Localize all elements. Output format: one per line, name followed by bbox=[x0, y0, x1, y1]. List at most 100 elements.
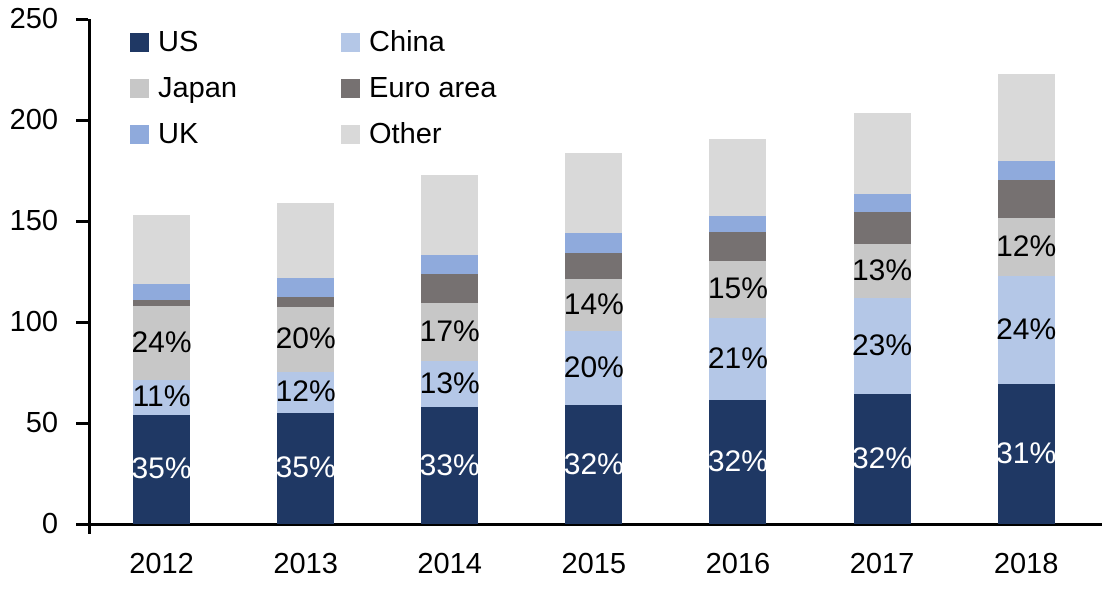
bar-value-label: 15% bbox=[707, 272, 768, 306]
legend-item-euro-area: Euro area bbox=[341, 74, 496, 103]
bar-segment-other-2018 bbox=[997, 73, 1055, 161]
bar-value-label: 24% bbox=[996, 312, 1057, 346]
bar-segment-uk-2014 bbox=[421, 254, 479, 274]
x-axis-line bbox=[77, 523, 1102, 526]
y-tick-label: 250 bbox=[9, 3, 58, 35]
bar-segment-japan-2015: 14% bbox=[563, 279, 624, 332]
bar-segment-us-2018: 31% bbox=[996, 384, 1057, 524]
bar-value-label: 33% bbox=[419, 448, 480, 482]
bar-segment-us-2016: 32% bbox=[707, 399, 768, 524]
y-tick-mark bbox=[76, 422, 88, 425]
bar-segment-euro-area-2014 bbox=[421, 273, 479, 303]
bar-value-label: 11% bbox=[132, 380, 191, 414]
bar-segment-japan-2018: 12% bbox=[996, 217, 1057, 276]
bar-segment-uk-2012 bbox=[133, 283, 190, 300]
legend-label-china: China bbox=[369, 26, 445, 58]
bar-segment-china-2012: 11% bbox=[132, 379, 191, 415]
legend-item-japan: Japan bbox=[130, 74, 237, 103]
legend-item-other: Other bbox=[341, 120, 442, 149]
bar-value-label: 24% bbox=[131, 325, 192, 359]
bar-segment-us-2014: 33% bbox=[419, 407, 480, 524]
bar-segment-us-2015: 32% bbox=[563, 405, 624, 524]
bar-segment-us-2013: 35% bbox=[275, 412, 336, 524]
bar-segment-other-2013 bbox=[277, 202, 335, 278]
bar-value-label: 12% bbox=[996, 229, 1057, 263]
bar-value-label: 20% bbox=[275, 322, 336, 356]
bar-segment-other-2017 bbox=[853, 113, 911, 195]
y-tick-label: 150 bbox=[9, 205, 58, 237]
bar-segment-uk-2013 bbox=[277, 277, 335, 297]
x-tick-label-2012: 2012 bbox=[129, 548, 194, 580]
y-tick-mark bbox=[76, 321, 88, 324]
bar-segment-japan-2013: 20% bbox=[275, 306, 336, 372]
y-tick-label: 50 bbox=[25, 407, 58, 439]
legend-swatch-china bbox=[341, 33, 360, 52]
bar-segment-euro-area-2012 bbox=[133, 299, 190, 307]
bar-value-label: 13% bbox=[851, 253, 913, 287]
bar-segment-japan-2017: 13% bbox=[851, 244, 913, 298]
legend-item-us: US bbox=[130, 28, 198, 57]
legend-swatch-japan bbox=[130, 79, 149, 98]
bar-segment-china-2015: 20% bbox=[563, 331, 624, 405]
bar-value-label: 13% bbox=[419, 367, 480, 400]
legend-swatch-uk bbox=[130, 125, 149, 144]
bar-value-label: 35% bbox=[131, 452, 192, 486]
y-tick-mark bbox=[76, 18, 88, 21]
bar-value-label: 17% bbox=[419, 314, 480, 348]
y-tick-label: 100 bbox=[9, 306, 58, 338]
bar-segment-uk-2017 bbox=[853, 194, 911, 213]
bar-segment-other-2015 bbox=[565, 153, 623, 234]
bar-segment-us-2012: 35% bbox=[131, 414, 192, 524]
bar-value-label: 20% bbox=[563, 351, 624, 385]
y-tick-label: 0 bbox=[41, 508, 58, 540]
bar-segment-euro-area-2018 bbox=[997, 179, 1055, 218]
bar-segment-us-2017: 32% bbox=[851, 393, 913, 524]
bar-segment-japan-2014: 17% bbox=[419, 303, 480, 361]
x-origin-tick bbox=[88, 524, 91, 534]
bar-segment-china-2017: 23% bbox=[851, 297, 913, 394]
bar-value-label: 32% bbox=[563, 447, 624, 481]
bar-value-label: 12% bbox=[275, 375, 336, 409]
x-tick-label-2015: 2015 bbox=[561, 548, 627, 580]
bar-segment-euro-area-2016 bbox=[709, 231, 767, 261]
legend-item-china: China bbox=[341, 28, 445, 57]
bar-value-label: 32% bbox=[851, 441, 913, 475]
bar-value-label: 31% bbox=[996, 436, 1057, 470]
x-tick-label-2013: 2013 bbox=[273, 548, 338, 580]
bar-segment-japan-2012: 24% bbox=[131, 306, 192, 380]
bar-segment-china-2018: 24% bbox=[996, 275, 1057, 384]
y-axis-line bbox=[88, 19, 91, 527]
bar-segment-other-2012 bbox=[133, 215, 190, 284]
bar-segment-euro-area-2015 bbox=[565, 253, 623, 280]
legend-swatch-other bbox=[341, 125, 360, 144]
bar-segment-uk-2018 bbox=[997, 161, 1055, 180]
y-tick-mark bbox=[76, 119, 88, 122]
bar-segment-uk-2016 bbox=[709, 215, 767, 232]
legend-item-uk: UK bbox=[130, 120, 198, 149]
bar-segment-euro-area-2013 bbox=[277, 296, 335, 307]
legend-label-euro-area: Euro area bbox=[369, 72, 497, 104]
bar-segment-china-2016: 21% bbox=[707, 317, 768, 400]
bar-segment-japan-2016: 15% bbox=[707, 260, 768, 318]
y-tick-mark bbox=[76, 523, 88, 526]
bar-segment-china-2013: 12% bbox=[275, 371, 336, 413]
x-tick-label-2017: 2017 bbox=[849, 548, 915, 580]
bar-value-label: 21% bbox=[707, 341, 768, 375]
x-tick-label-2016: 2016 bbox=[705, 548, 771, 580]
bar-segment-other-2016 bbox=[709, 138, 767, 216]
bar-value-label: 14% bbox=[563, 288, 624, 322]
bar-segment-uk-2015 bbox=[565, 233, 623, 254]
bar-value-label: 23% bbox=[851, 328, 913, 362]
bar-segment-china-2014: 13% bbox=[419, 360, 480, 408]
bar-value-label: 32% bbox=[707, 444, 768, 478]
y-tick-label: 200 bbox=[9, 104, 58, 136]
legend-label-us: US bbox=[158, 26, 199, 58]
legend-swatch-us bbox=[130, 33, 149, 52]
legend-label-other: Other bbox=[369, 118, 442, 150]
x-tick-label-2018: 2018 bbox=[993, 548, 1059, 580]
legend-label-uk: UK bbox=[158, 118, 199, 150]
bar-segment-other-2014 bbox=[421, 174, 479, 255]
legend-swatch-euro-area bbox=[341, 79, 360, 98]
bar-value-label: 35% bbox=[275, 451, 336, 485]
